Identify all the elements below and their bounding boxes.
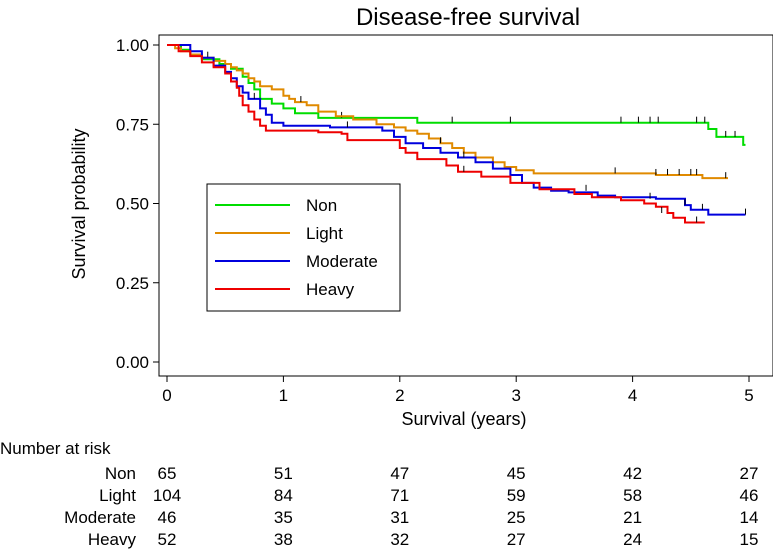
risk-row-label: Moderate <box>64 508 136 527</box>
risk-cell: 27 <box>506 530 526 549</box>
legend-label-non: Non <box>306 196 337 215</box>
risk-cell: 21 <box>623 508 643 527</box>
risk-cell: 45 <box>506 464 526 483</box>
risk-cell: 71 <box>390 486 410 505</box>
x-tick-label: 1 <box>279 386 288 405</box>
risk-cell: 46 <box>157 508 177 527</box>
chart-title: Disease-free survival <box>356 4 580 31</box>
risk-cell: 59 <box>506 486 526 505</box>
legend-label-moderate: Moderate <box>306 252 378 271</box>
series-line-light <box>167 44 728 180</box>
x-tick-label: 5 <box>744 386 753 405</box>
risk-cell: 35 <box>273 508 293 527</box>
risk-cell: 46 <box>739 486 759 505</box>
x-axis-label: Survival (years) <box>401 409 526 429</box>
plot-frame <box>158 34 773 377</box>
legend-label-heavy: Heavy <box>306 280 355 299</box>
axes: 0 1 2 3 4 5 0.00 0.25 0.50 0.75 1.00 <box>116 34 773 405</box>
x-tick-label: 3 <box>511 386 520 405</box>
y-tick-label: 0.25 <box>116 274 149 293</box>
risk-cell: 104 <box>152 486 182 505</box>
risk-cell: 31 <box>390 508 410 527</box>
y-tick-label: 0.75 <box>116 115 149 134</box>
x-tick-label: 0 <box>162 386 171 405</box>
risk-cell: 58 <box>623 486 643 505</box>
risk-row-label: Heavy <box>87 530 136 549</box>
risk-cell: 84 <box>273 486 293 505</box>
y-axis-label: Survival probability <box>69 128 89 279</box>
risk-cell: 32 <box>390 530 410 549</box>
risk-row-label: Light <box>99 486 136 505</box>
plot-area <box>167 44 747 224</box>
risk-cell: 47 <box>390 464 410 483</box>
legend-label-light: Light <box>306 224 343 243</box>
risk-cell: 15 <box>739 530 759 549</box>
y-tick-label: 0.00 <box>116 353 149 372</box>
risk-row-label: Non <box>104 464 136 483</box>
x-tick-label: 4 <box>628 386 637 405</box>
risk-cell: 14 <box>739 508 759 527</box>
series-line-moderate <box>167 44 746 216</box>
risk-cell: 42 <box>623 464 643 483</box>
risk-cell: 24 <box>623 530 643 549</box>
series-line-heavy <box>167 44 705 224</box>
x-tick-label: 2 <box>395 386 404 405</box>
risk-cell: 51 <box>273 464 293 483</box>
y-tick-label: 1.00 <box>116 36 149 55</box>
risk-cell: 27 <box>739 464 759 483</box>
legend: Non Light Moderate Heavy <box>206 183 401 312</box>
risk-table-title: Number at risk <box>0 439 111 458</box>
risk-cell: 65 <box>157 464 177 483</box>
y-tick-label: 0.50 <box>116 195 149 214</box>
risk-cell: 38 <box>273 530 293 549</box>
risk-cell: 52 <box>157 530 177 549</box>
risk-cell: 25 <box>506 508 526 527</box>
